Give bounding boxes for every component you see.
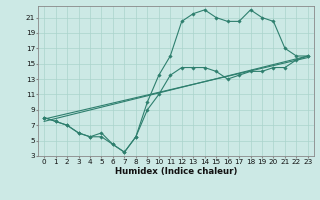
X-axis label: Humidex (Indice chaleur): Humidex (Indice chaleur) <box>115 167 237 176</box>
